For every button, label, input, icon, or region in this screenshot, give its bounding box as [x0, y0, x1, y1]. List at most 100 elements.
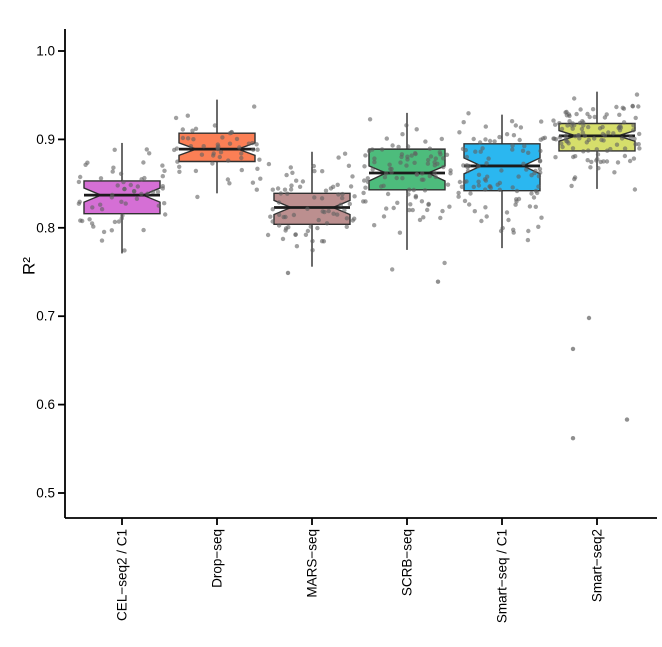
jitter-point: [195, 194, 200, 200]
boxplot-group-drop-seq: [172, 99, 263, 200]
jitter-point: [162, 201, 167, 206]
jitter-point: [76, 179, 82, 185]
jitter-point: [390, 267, 395, 272]
jitter-point: [389, 170, 394, 175]
jitter-point: [488, 185, 494, 191]
jitter-point: [408, 202, 413, 207]
jitter-point: [118, 171, 124, 176]
jitter-point: [557, 121, 562, 126]
jitter-point: [141, 160, 146, 165]
jitter-point: [98, 202, 103, 207]
jitter-point: [602, 133, 608, 138]
jitter-point: [239, 155, 244, 161]
jitter-point: [338, 202, 343, 207]
jitter-point: [461, 120, 466, 125]
y-tick-label-1.0: 1.0: [36, 44, 55, 59]
jitter-point: [101, 229, 107, 235]
jitter-point: [145, 191, 150, 196]
jitter-point: [315, 225, 320, 231]
jitter-point: [531, 195, 537, 200]
y-tick-label-0.6: 0.6: [36, 397, 55, 412]
jitter-point: [201, 144, 206, 149]
jitter-point: [537, 166, 543, 172]
jitter-point: [559, 141, 564, 146]
jitter-point: [536, 184, 541, 189]
jitter-point: [476, 179, 481, 184]
jitter-point: [471, 136, 476, 142]
jitter-point: [99, 238, 105, 243]
jitter-point: [174, 146, 180, 151]
jitter-point: [447, 204, 452, 209]
jitter-point: [615, 160, 621, 165]
jitter-point: [328, 186, 334, 191]
jitter-point: [210, 161, 215, 166]
jitter-point: [323, 188, 329, 193]
jitter-point: [622, 153, 628, 159]
jitter-point: [585, 111, 590, 117]
jitter-point: [484, 214, 489, 219]
jitter-point: [275, 186, 281, 191]
jitter-point: [150, 189, 156, 195]
jitter-point: [504, 210, 510, 215]
jitter-point: [185, 136, 191, 141]
jitter-point: [406, 192, 411, 197]
jitter-point: [372, 160, 377, 165]
jitter-point: [476, 172, 482, 177]
jitter-point: [538, 170, 543, 175]
jitter-point: [584, 140, 589, 145]
jitter-point: [370, 167, 375, 172]
jitter-point: [499, 168, 504, 173]
jitter-point: [636, 104, 641, 109]
jitter-point: [636, 142, 641, 147]
jitter-point: [396, 144, 401, 150]
jitter-point: [284, 172, 289, 178]
jitter-point: [276, 200, 282, 205]
jitter-point: [399, 152, 405, 157]
jitter-point: [465, 168, 471, 174]
jitter-point: [128, 182, 133, 188]
jitter-point: [551, 118, 556, 123]
jitter-point: [288, 165, 293, 170]
jitter-point: [379, 184, 384, 189]
jitter-point: [277, 212, 282, 217]
jitter-point: [162, 168, 167, 173]
axes-layer: 1.0 0.9 0.8 0.7 0.6 0.5 CEL−seq2 / C1 Drop−seq M…: [36, 29, 657, 623]
jitter-point: [476, 164, 481, 169]
jitter-point: [427, 146, 433, 151]
jitter-point: [404, 123, 409, 128]
jitter-point: [637, 146, 642, 151]
jitter-point: [514, 188, 520, 194]
jitter-point: [581, 149, 586, 154]
jitter-point: [422, 188, 428, 193]
jitter-point: [83, 162, 88, 167]
jitter-point: [527, 204, 533, 209]
jitter-point: [276, 223, 282, 228]
jitter-point: [193, 126, 199, 131]
jitter-point: [342, 208, 347, 213]
jitter-point: [473, 149, 478, 154]
jitter-point: [506, 217, 511, 223]
jitter-point: [426, 157, 431, 163]
jitter-point: [199, 152, 205, 157]
jitter-point: [621, 106, 627, 111]
jitter-point: [156, 203, 161, 208]
jitter-point: [291, 212, 297, 218]
jitter-point: [522, 143, 527, 149]
jitter-point: [254, 142, 259, 147]
outlier-point: [586, 315, 592, 321]
jitter-point: [344, 224, 349, 229]
jitter-point: [517, 137, 522, 143]
jitter-point: [305, 206, 310, 211]
jitter-point: [352, 194, 357, 199]
jitter-point: [385, 191, 391, 197]
jitter-point: [529, 191, 534, 196]
x-tick-label-smart-seq2: Smart−seq2: [590, 529, 605, 602]
jitter-point: [384, 206, 389, 211]
jitter-point: [526, 228, 531, 234]
jitter-point: [596, 166, 601, 171]
jitter-point: [175, 159, 180, 164]
jitter-point: [524, 167, 529, 172]
jitter-point: [572, 96, 577, 101]
jitter-point: [572, 123, 577, 128]
jitter-point: [294, 244, 300, 249]
